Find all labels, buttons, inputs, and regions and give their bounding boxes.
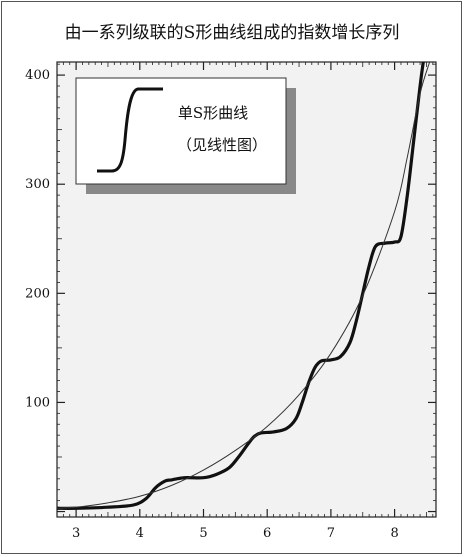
cascaded-s-curves-line xyxy=(57,62,425,510)
inset-legend-box: 单S形曲线 （见线性图） xyxy=(75,77,296,194)
y-tick-label: 100 xyxy=(25,395,50,410)
y-tick-label: 200 xyxy=(25,286,50,301)
inset-sigmoid-curve xyxy=(97,87,163,173)
chart-title: 由一系列级联的S形曲线组成的指数增长序列 xyxy=(65,23,400,43)
x-tick-label: 7 xyxy=(327,526,335,541)
y-tick-label: 400 xyxy=(25,68,50,83)
series-layer xyxy=(57,62,431,510)
axis-ticks xyxy=(56,62,436,517)
x-tick-label: 8 xyxy=(390,526,398,541)
axis-tick-labels: 3 4 5 6 7 8 100 200 300 400 xyxy=(25,68,399,541)
inset-label: 单S形曲线 xyxy=(178,104,248,122)
x-tick-label: 6 xyxy=(263,526,271,541)
x-tick-label: 4 xyxy=(136,526,144,541)
exponential-trend-line xyxy=(57,62,431,509)
x-tick-label: 5 xyxy=(199,526,207,541)
inset-sublabel: （见线性图） xyxy=(177,136,267,154)
x-tick-label: 3 xyxy=(72,526,80,541)
y-tick-label: 300 xyxy=(25,177,50,192)
